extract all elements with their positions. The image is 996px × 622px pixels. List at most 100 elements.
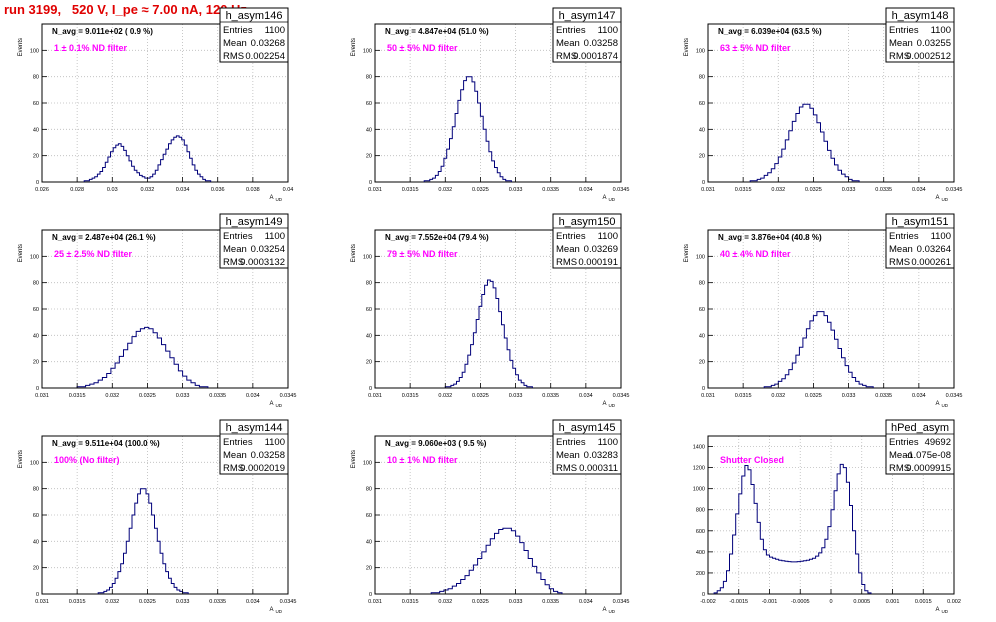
stats-entries-value: 1100 [265, 231, 285, 242]
stats-box [219, 7, 289, 63]
x-tick-label: 0.0345 [613, 599, 630, 605]
stats-rms-label: RMS [556, 51, 577, 62]
y-tick-label: 80 [33, 75, 39, 81]
y-tick-label: 20 [33, 360, 39, 366]
y-tick-label: 60 [33, 513, 39, 519]
stats-title: h_asym150 [559, 216, 616, 228]
y-tick-label: 40 [699, 127, 705, 133]
x-tick-label: 0.031 [701, 393, 715, 399]
y-tick-label: 100 [30, 254, 39, 260]
stats-title: h_asym146 [226, 10, 283, 22]
y-tick-label: 20 [366, 566, 372, 572]
stats-mean-label: Mean [223, 244, 247, 255]
x-tick-label: 0.034 [579, 599, 593, 605]
stats-mean-label: Mean [223, 450, 247, 461]
x-tick-label: 0.032 [771, 393, 785, 399]
filter-label: 25 ± 2.5% ND filter [54, 249, 132, 259]
stats-title: h_asym148 [892, 10, 949, 22]
y-axis-label: Events [684, 38, 690, 56]
y-tick-label: 40 [33, 333, 39, 339]
stats-entries-label: Entries [889, 25, 919, 36]
x-tick-label: 0.034 [912, 187, 926, 193]
chart-panel-h_asym148: 0.031 0.0315 0.032 0.0325 0.033 0.0335 0.034 0.… [684, 7, 962, 202]
stats-rms-label: RMS [223, 463, 244, 474]
y-tick-label: 0 [702, 592, 705, 598]
x-tick-label: 0.0335 [875, 187, 892, 193]
x-tick-label: 0.001 [886, 599, 900, 605]
stats-mean-value: 0.03268 [251, 38, 285, 49]
y-tick-label: 60 [366, 513, 372, 519]
y-tick-label: 80 [699, 281, 705, 287]
y-tick-label: 80 [366, 75, 372, 81]
y-tick-label: 20 [699, 360, 705, 366]
stats-rms-value: 0.0003132 [240, 257, 285, 268]
y-tick-label: 600 [696, 529, 705, 535]
x-tick-label: 0.0335 [542, 187, 559, 193]
stats-box [885, 419, 955, 475]
x-tick-label: 0.0005 [853, 599, 870, 605]
x-tick-label: 0.031 [35, 393, 49, 399]
navg-label: N_avg = 9.511e+04 (100.0 %) [52, 439, 160, 448]
x-tick-label: 0.03 [107, 187, 118, 193]
x-tick-label: 0.036 [211, 187, 225, 193]
y-tick-label: 60 [33, 307, 39, 313]
x-tick-label: 0.034 [579, 393, 593, 399]
x-tick-label: 0.031 [368, 393, 382, 399]
stats-rms-label: RMS [889, 51, 910, 62]
x-tick-label: 0.0345 [280, 599, 297, 605]
stats-entries-value: 49692 [925, 437, 951, 448]
filter-label: 100% (No filter) [54, 455, 120, 465]
chart-panel-hPed_asym: -0.002 -0.0015 -0.001 -0.0005 0 0.0005 0.001 0.… [693, 419, 961, 614]
chart-panel-h_asym146: 0.026 0.028 0.03 0.032 0.034 0.036 0.038 0.04 0 2… [18, 7, 293, 202]
stats-rms-value: 0.000191 [578, 257, 618, 268]
x-tick-label: 0.033 [509, 393, 523, 399]
x-tick-label: -0.001 [762, 599, 778, 605]
histogram-line [713, 463, 872, 594]
x-tick-label: 0.033 [176, 599, 190, 605]
y-tick-label: 0 [36, 180, 39, 186]
stats-rms-value: 0.0002019 [240, 463, 285, 474]
y-tick-label: 20 [33, 154, 39, 160]
navg-label: N_avg = 6.039e+04 (63.5 %) [718, 27, 822, 36]
y-tick-label: 60 [699, 307, 705, 313]
x-tick-label: 0.0325 [472, 187, 489, 193]
y-tick-label: 0 [702, 386, 705, 392]
x-tick-label: 0 [829, 599, 832, 605]
stats-mean-label: Mean [556, 450, 580, 461]
x-tick-label: 0.0315 [69, 393, 86, 399]
y-tick-label: 1200 [693, 466, 705, 472]
x-tick-label: 0.033 [176, 393, 190, 399]
stats-entries-label: Entries [556, 25, 586, 36]
y-tick-label: 1000 [693, 487, 705, 493]
x-tick-label: 0.0325 [805, 393, 822, 399]
y-tick-label: 80 [33, 281, 39, 287]
stats-mean-value: 0.03264 [917, 244, 951, 255]
stats-title: h_asym149 [226, 216, 283, 228]
stats-box [219, 213, 289, 269]
chart-panel-h_asym145: 0.031 0.0315 0.032 0.0325 0.033 0.0335 0.034 0.… [351, 419, 630, 614]
histogram-line [423, 76, 512, 182]
x-tick-label: 0.0345 [613, 187, 630, 193]
stats-entries-label: Entries [556, 231, 586, 242]
x-tick-label: 0.031 [701, 187, 715, 193]
stats-entries-value: 1100 [931, 25, 951, 36]
x-tick-label: 0.033 [842, 393, 856, 399]
x-tick-label: 0.0315 [735, 187, 752, 193]
chart-panel-h_asym144: 0.031 0.0315 0.032 0.0325 0.033 0.0335 0.034 0.… [18, 419, 297, 614]
y-tick-label: 400 [696, 550, 705, 556]
y-tick-label: 200 [696, 571, 705, 577]
stats-entries-label: Entries [889, 231, 919, 242]
x-axis-label: A UD [269, 401, 282, 408]
y-tick-label: 60 [366, 101, 372, 107]
navg-label: N_avg = 9.060e+03 ( 9.5 %) [385, 439, 487, 448]
x-axis-label: A UD [935, 607, 948, 614]
y-tick-label: 800 [696, 508, 705, 514]
x-tick-label: 0.0015 [915, 599, 932, 605]
stats-mean-label: Mean [889, 38, 913, 49]
y-axis-label: Events [18, 244, 24, 262]
stats-entries-value: 1100 [265, 437, 285, 448]
stats-entries-value: 1100 [265, 25, 285, 36]
navg-label: N_avg = 9.011e+02 ( 0.9 %) [52, 27, 153, 36]
filter-label: 10 ± 1% ND filter [387, 455, 458, 465]
stats-box [885, 7, 955, 63]
